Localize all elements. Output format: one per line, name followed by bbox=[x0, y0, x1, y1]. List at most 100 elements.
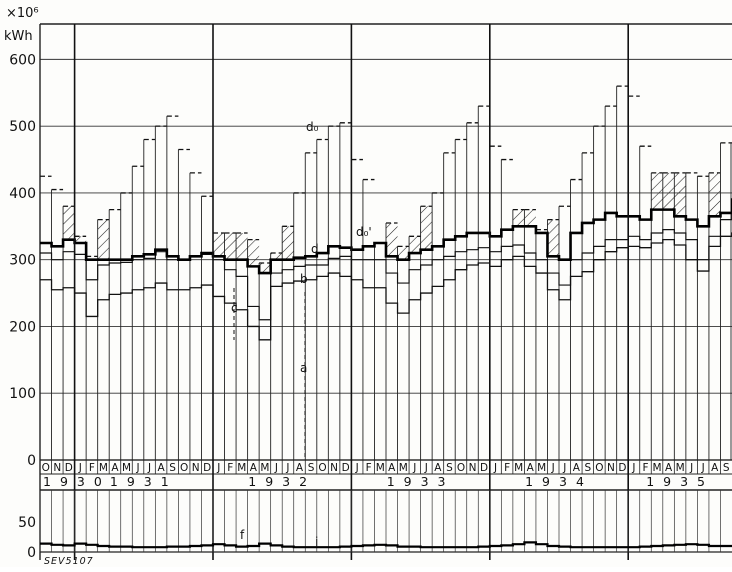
month-label: M bbox=[237, 462, 246, 474]
month-label: J bbox=[689, 462, 693, 474]
footer-code: SEV5107 bbox=[44, 556, 94, 567]
month-label: J bbox=[562, 462, 566, 474]
month-label: J bbox=[355, 462, 359, 474]
month-label: M bbox=[260, 462, 269, 474]
month-label: M bbox=[99, 462, 108, 474]
month-label: A bbox=[434, 462, 442, 474]
month-label: O bbox=[318, 462, 326, 474]
month-label: F bbox=[366, 462, 372, 474]
month-label: D bbox=[65, 462, 73, 474]
hatched-segment bbox=[662, 172, 675, 210]
series-line-i bbox=[40, 541, 732, 549]
year-label: 1932 bbox=[248, 474, 316, 489]
hatched-segment bbox=[397, 246, 410, 260]
month-label: D bbox=[618, 462, 626, 474]
month-label: S bbox=[169, 462, 176, 474]
year-label: 1931 bbox=[110, 474, 178, 489]
unit-exponent-label: ×10⁶ bbox=[6, 6, 39, 21]
month-label: S bbox=[584, 462, 591, 474]
month-label: J bbox=[701, 462, 705, 474]
month-label: M bbox=[376, 462, 385, 474]
month-label: D bbox=[480, 462, 488, 474]
month-label: J bbox=[493, 462, 497, 474]
hatched-segment bbox=[674, 172, 686, 217]
y-tick-label: 300 bbox=[9, 253, 36, 269]
month-label: N bbox=[469, 462, 477, 474]
lower-y-tick-label: 50 bbox=[18, 515, 36, 531]
year-label: 1930 bbox=[43, 474, 111, 489]
month-label: O bbox=[595, 462, 603, 474]
month-label: F bbox=[642, 462, 648, 474]
lower-y-tick-label: 0 bbox=[27, 545, 36, 561]
month-label: A bbox=[527, 462, 535, 474]
month-label: O bbox=[42, 462, 50, 474]
month-label: A bbox=[158, 462, 166, 474]
y-tick-label: 500 bbox=[9, 119, 36, 135]
hatched-segment bbox=[420, 206, 433, 250]
month-label: J bbox=[135, 462, 139, 474]
month-label: J bbox=[147, 462, 151, 474]
month-label: O bbox=[180, 462, 188, 474]
month-label: J bbox=[216, 462, 220, 474]
month-label: M bbox=[653, 462, 662, 474]
month-label: N bbox=[192, 462, 200, 474]
month-label: F bbox=[227, 462, 233, 474]
month-label: J bbox=[551, 462, 555, 474]
month-label: F bbox=[504, 462, 510, 474]
hatched-segment bbox=[74, 236, 87, 243]
hatched-segment bbox=[409, 236, 421, 254]
hatched-segment bbox=[259, 263, 271, 274]
month-label: A bbox=[250, 462, 258, 474]
y-tick-label: 600 bbox=[9, 52, 36, 68]
hatched-segment bbox=[63, 206, 75, 240]
month-label: O bbox=[457, 462, 465, 474]
month-label: J bbox=[631, 462, 635, 474]
month-label: D bbox=[342, 462, 350, 474]
annotation-d0: d₀ bbox=[306, 120, 319, 134]
annotation-d: d bbox=[311, 242, 319, 256]
hatched-segment bbox=[651, 172, 663, 210]
annotation-a: a bbox=[300, 361, 307, 375]
month-label: S bbox=[308, 462, 315, 474]
hatched-segment bbox=[386, 222, 398, 257]
y-tick-label: 200 bbox=[9, 319, 36, 335]
month-label: A bbox=[711, 462, 719, 474]
y-tick-label: 100 bbox=[9, 386, 36, 402]
month-label: S bbox=[723, 462, 730, 474]
month-label: M bbox=[122, 462, 131, 474]
series-line-d bbox=[40, 198, 732, 275]
month-label: S bbox=[446, 462, 453, 474]
month-label: A bbox=[665, 462, 673, 474]
month-label: M bbox=[399, 462, 408, 474]
month-label: A bbox=[111, 462, 119, 474]
year-label: 1934 bbox=[525, 474, 593, 489]
month-label: N bbox=[53, 462, 61, 474]
annotation-d0-prime: d₀' bbox=[356, 225, 372, 239]
year-label: 1935 bbox=[646, 474, 714, 489]
y-tick-label: 400 bbox=[9, 186, 36, 202]
hatched-segment bbox=[282, 226, 294, 260]
year-label: 1933 bbox=[387, 474, 455, 489]
hatched-segment bbox=[512, 209, 525, 227]
month-label: J bbox=[424, 462, 428, 474]
hatched-segment bbox=[236, 232, 248, 260]
hatched-segment bbox=[213, 232, 225, 257]
y-tick-label: 0 bbox=[27, 453, 36, 469]
hatched-segment bbox=[708, 172, 721, 217]
month-label: M bbox=[514, 462, 523, 474]
month-label: A bbox=[296, 462, 304, 474]
hatched-segment bbox=[547, 219, 559, 257]
annotation-f: f bbox=[240, 528, 245, 542]
month-label: J bbox=[412, 462, 416, 474]
unit-label: kWh bbox=[4, 29, 33, 44]
month-label: A bbox=[573, 462, 581, 474]
month-label: F bbox=[89, 462, 95, 474]
month-label: J bbox=[78, 462, 82, 474]
hatched-segment bbox=[97, 219, 110, 260]
month-label: D bbox=[203, 462, 211, 474]
month-label: J bbox=[274, 462, 278, 474]
month-label: J bbox=[285, 462, 289, 474]
month-label: N bbox=[607, 462, 615, 474]
